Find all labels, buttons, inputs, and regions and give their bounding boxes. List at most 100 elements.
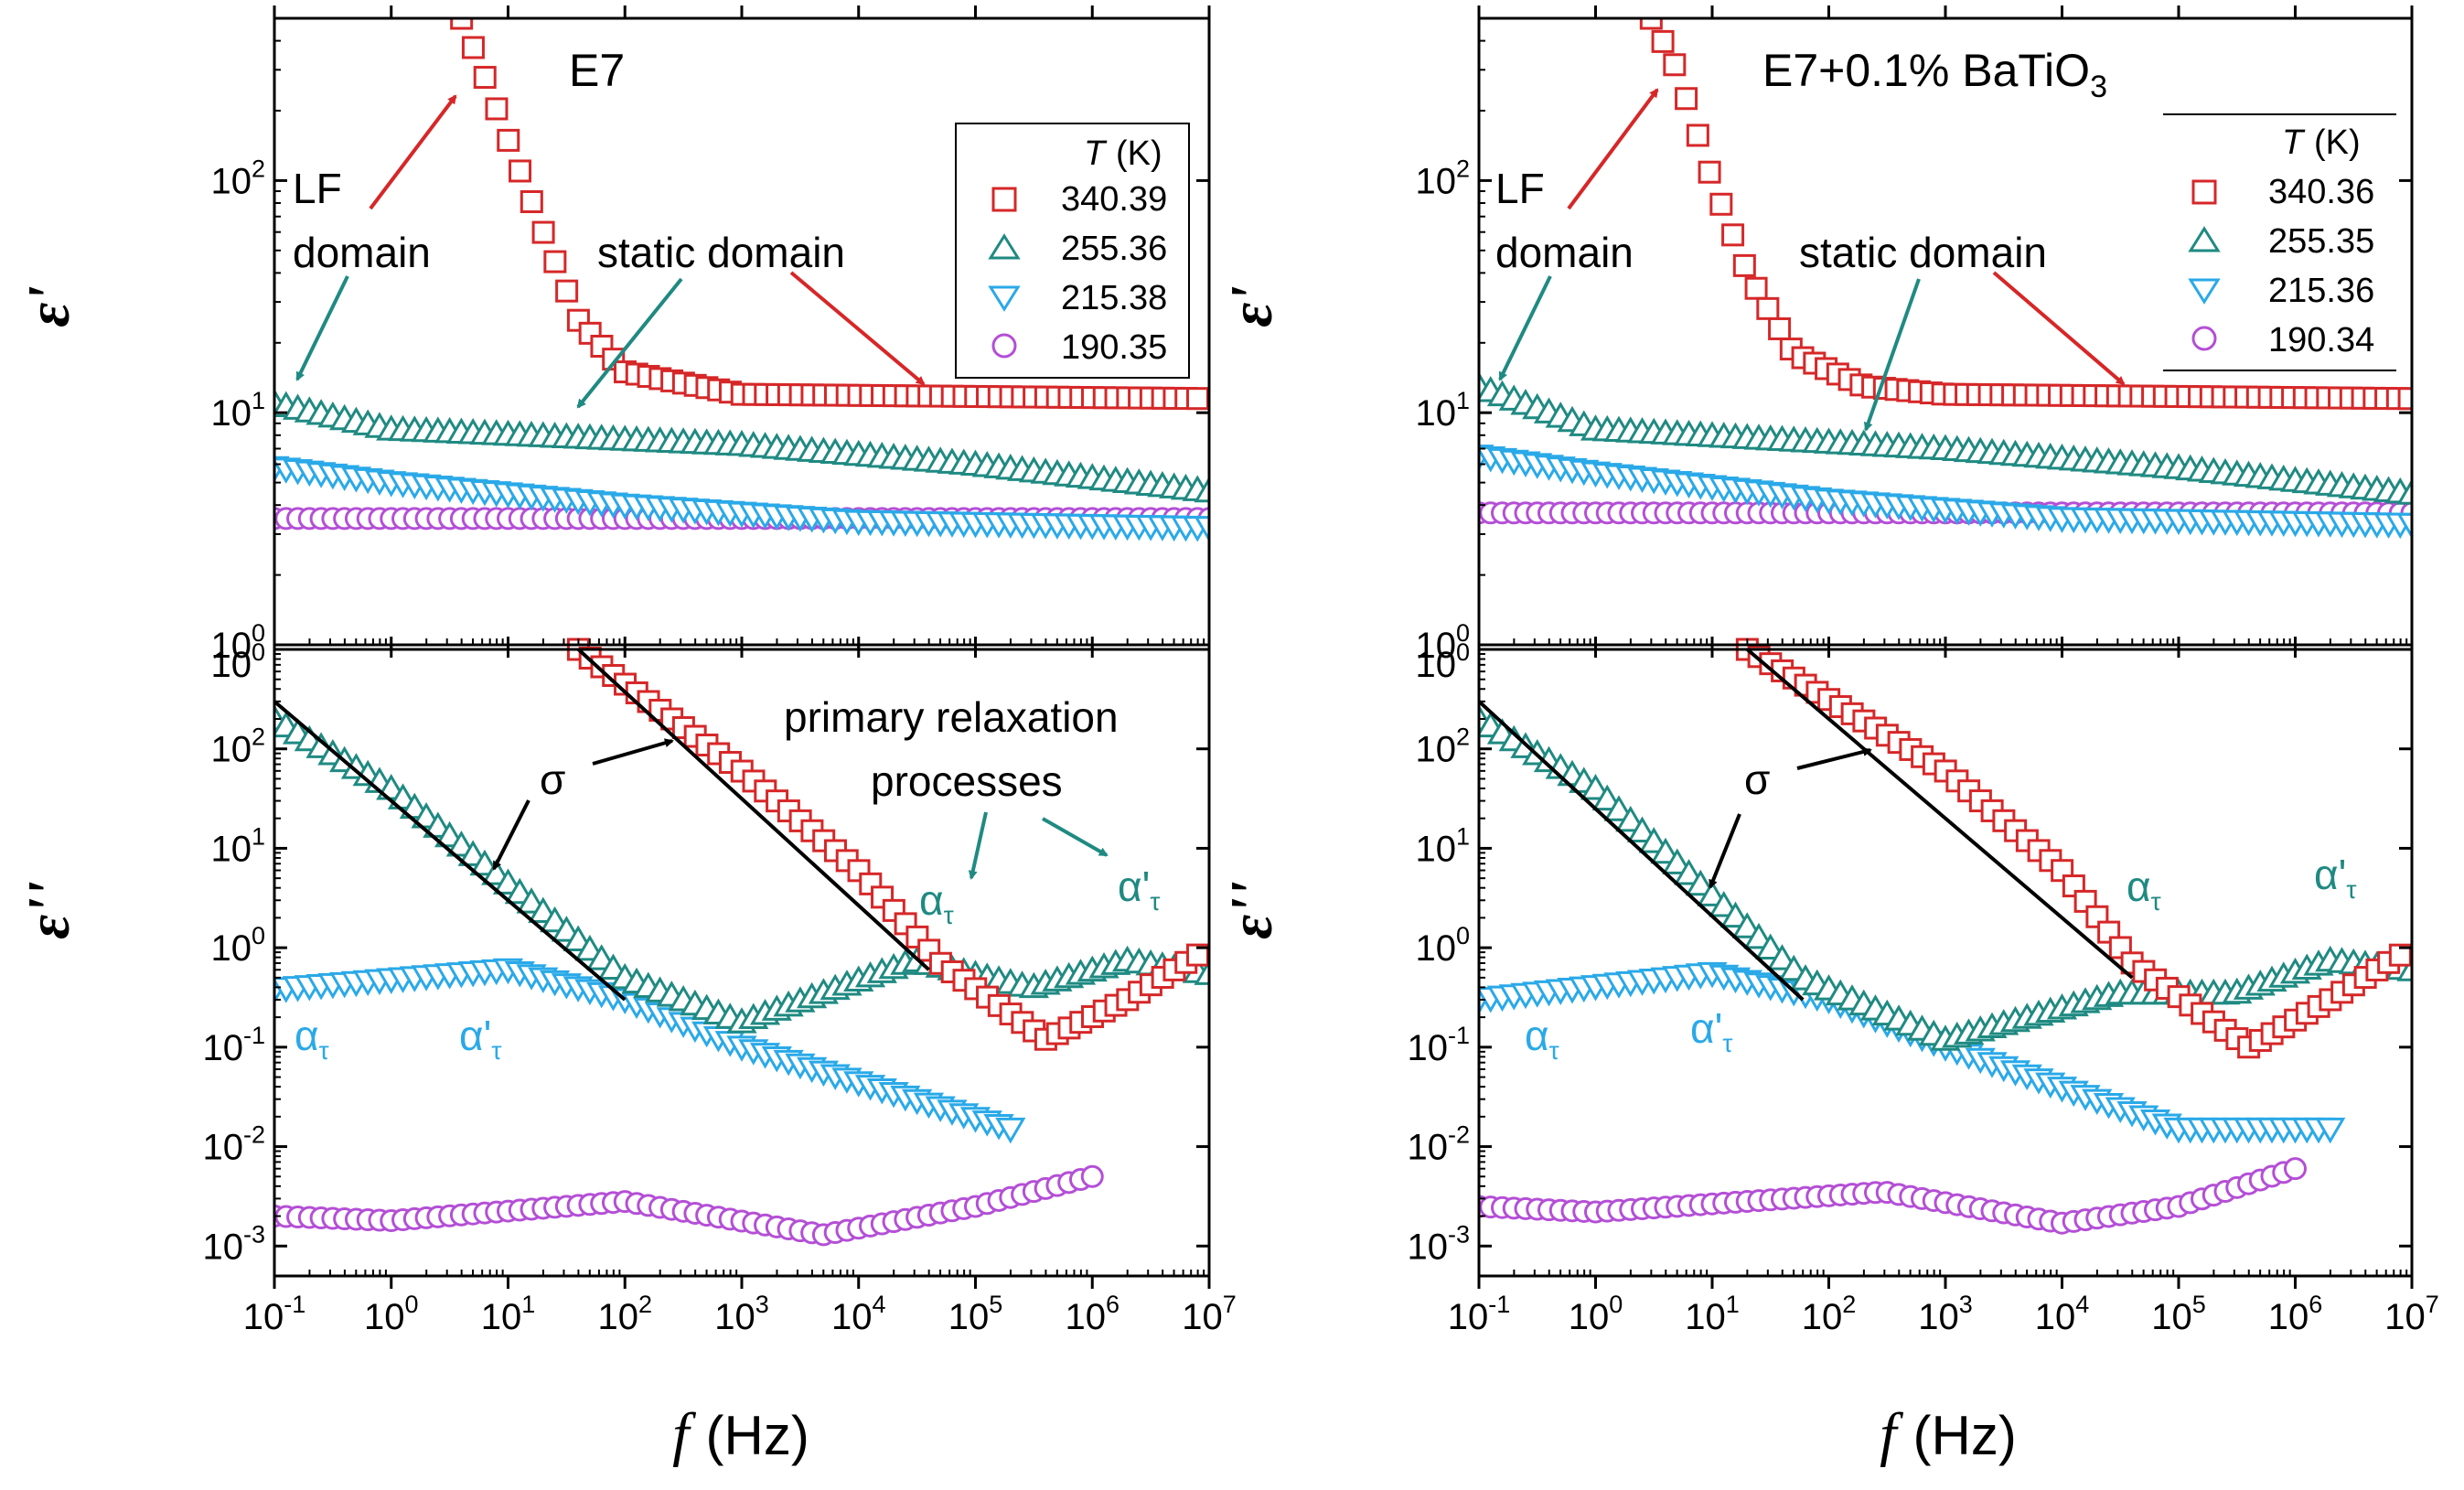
R-lower-point — [2315, 1117, 2346, 1144]
L-upper-series-215.38 — [274, 456, 1209, 542]
R-lower-point — [1603, 795, 1634, 821]
L-upper-point — [485, 97, 509, 121]
lower-y-tick-label: 100 — [1415, 638, 1470, 685]
R-sigma-fit-line — [1479, 700, 1805, 1002]
R-upper-point — [1721, 223, 1745, 247]
lower-y-tick-label: 10-3 — [202, 1220, 265, 1267]
lower-y-tick-label: 100 — [1415, 922, 1470, 969]
R-lower-series-190.34 — [1479, 1157, 2307, 1235]
R-upper-point — [2397, 387, 2412, 411]
triangle-down-marker-icon — [2188, 278, 2221, 305]
right-legend-label-255: 255.35 — [2268, 222, 2374, 261]
L-upper-point — [473, 66, 497, 90]
right-alpha-prime-tau-255: α'τ — [2314, 851, 2356, 904]
L-upper-series-340.39 — [450, 18, 1209, 411]
left-legend: T (K) 340.39 255.36 215.38 190.35 — [955, 123, 1190, 379]
right-lf-teal-arrow — [1498, 275, 1552, 381]
left-legend-label-255: 255.36 — [1061, 230, 1167, 268]
R-upper-series-255.35 — [1479, 371, 2412, 505]
L-lower-point — [1194, 959, 1209, 985]
lower-y-tick-label: 10-1 — [1407, 1022, 1470, 1068]
R-upper-point — [1709, 192, 1733, 216]
R-lower-point — [2284, 1157, 2307, 1181]
lower-y-tick-label: 101 — [1415, 822, 1470, 869]
L-lower-series-215.38 — [274, 958, 1026, 1144]
right-sigma-arrow-1 — [1796, 747, 1872, 770]
left-static-red-arrow — [789, 271, 926, 386]
x-tick-label: 103 — [1918, 1291, 1973, 1337]
right-static-label: static domain — [1799, 229, 2047, 276]
L-lower-point — [995, 1117, 1026, 1144]
R-lower-point — [2396, 955, 2412, 981]
right-axes-layer: 10-1 100 101 102 103 104 105 106 107 100 101 102 10-… — [1407, 5, 2439, 1337]
L-upper-point — [531, 220, 555, 244]
left-title: E7 — [569, 45, 625, 96]
R-lower-point — [1743, 922, 1774, 949]
L-upper-point — [1194, 516, 1209, 542]
R-lower-point — [1650, 837, 1681, 864]
right-legend-label-340: 340.36 — [2268, 173, 2374, 211]
L-upper-point — [555, 279, 579, 303]
left-static-label: static domain — [597, 229, 845, 276]
square-marker-icon — [991, 187, 1017, 212]
left-lf-label: LF — [293, 165, 342, 212]
L-upper-point — [450, 18, 474, 30]
right-lf-label: LF — [1495, 165, 1545, 212]
right-static-red-arrow — [1992, 271, 2126, 386]
right-title: E7+0.1% BaTiO3 — [1762, 45, 2107, 104]
L-upper-point — [461, 36, 485, 59]
L-upper-point — [509, 159, 532, 183]
x-tick-label: 105 — [2151, 1291, 2206, 1337]
right-legend-header-t: T — [2282, 123, 2306, 162]
x-tick-label: 107 — [1182, 1291, 1237, 1337]
left-upper-ylabel: ε' — [16, 285, 82, 327]
right-legend-label-215: 215.36 — [2268, 272, 2374, 310]
R-lower-point — [2388, 943, 2412, 967]
upper-y-tick-label: 100 — [1415, 619, 1470, 666]
x-tick-label: 102 — [597, 1291, 652, 1337]
R-upper-series-340.36 — [1639, 18, 2412, 411]
R-upper-series-215.36 — [1479, 445, 2412, 540]
R-upper-point — [1756, 296, 1780, 320]
x-tick-label: 107 — [2384, 1291, 2439, 1337]
R-lower-point — [1626, 816, 1658, 843]
lower-y-tick-label: 100 — [210, 922, 265, 969]
right-legend: T (K) 340.36 255.35 215.36 190.34 — [2163, 113, 2396, 371]
right-alpha-prime-tau-215: α'τ — [1690, 1004, 1732, 1057]
triangle-up-marker-icon — [988, 233, 1021, 260]
R-upper-point — [2396, 512, 2412, 540]
R-lower-point — [1685, 869, 1716, 896]
L-upper-point — [543, 250, 567, 273]
R-upper-point — [1698, 160, 1721, 184]
right-sigma-arrow-2 — [1709, 813, 1741, 889]
R-upper-point — [1675, 87, 1698, 111]
R-lower-point — [1731, 912, 1762, 938]
lower-y-tick-label: 101 — [210, 822, 265, 869]
R-sigma-fit-line — [1746, 648, 2134, 980]
L-lower-point — [1185, 943, 1209, 967]
upper-y-tick-label: 101 — [210, 387, 265, 434]
R-lower-point — [1591, 784, 1623, 811]
x-tick-label: 106 — [1065, 1291, 1120, 1337]
R-lower-series-255.35 — [1479, 704, 2412, 1051]
left-legend-label-215: 215.38 — [1061, 279, 1167, 317]
square-marker-icon — [2191, 179, 2217, 205]
lower-y-tick-label: 10-2 — [202, 1121, 265, 1168]
left-data-layer — [274, 18, 1209, 1247]
right-lf-arrow — [1567, 88, 1659, 210]
lower-y-tick-label: 10-3 — [1407, 1220, 1470, 1267]
L-upper-point — [1194, 476, 1209, 503]
right-legend-label-190: 190.34 — [2268, 321, 2374, 359]
left-domain-label: domain — [293, 229, 431, 276]
left-legend-header-unit: (K) — [1116, 134, 1162, 173]
right-legend-header-unit: (K) — [2314, 123, 2361, 162]
x-tick-label: 106 — [2268, 1291, 2323, 1337]
x-tick-label: 100 — [364, 1291, 419, 1337]
panel-right: 10-1 100 101 102 103 104 105 106 107 100 101 102 10-… — [1218, 5, 2439, 1468]
left-alpha-prime-tau-215: α'τ — [459, 1012, 501, 1065]
R-upper-point — [1768, 316, 1792, 340]
upper-y-tick-label: 102 — [1415, 155, 1470, 201]
right-alpha-tau-215: ατ — [1525, 1012, 1559, 1065]
left-sigma-arrow-1 — [592, 738, 674, 766]
right-lower-ylabel: ε'' — [1218, 881, 1285, 939]
